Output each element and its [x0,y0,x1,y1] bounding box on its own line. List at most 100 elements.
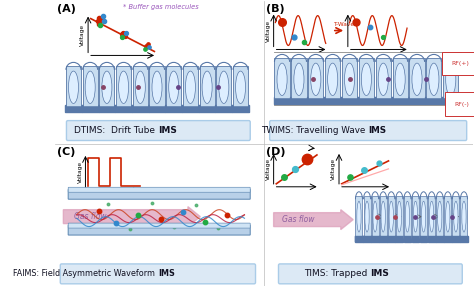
Text: Voltage: Voltage [81,24,85,46]
Text: Voltage: Voltage [266,158,271,180]
Ellipse shape [446,201,450,232]
Text: IMS: IMS [368,126,386,135]
Ellipse shape [395,63,405,96]
Ellipse shape [429,201,434,232]
Text: DTIMS:  Drift Tube: DTIMS: Drift Tube [74,126,158,135]
Bar [444,236,452,242]
Bar [359,59,374,100]
Bar [200,66,215,108]
Bar [66,66,81,108]
Bar [380,196,387,238]
Bar [452,236,460,242]
Ellipse shape [135,71,146,103]
FancyArrow shape [273,210,353,230]
Bar [387,236,395,242]
Bar [149,105,165,112]
FancyBboxPatch shape [68,187,250,192]
Bar [355,236,363,242]
Text: (B): (B) [266,4,284,14]
Bar [149,66,164,108]
Bar [460,236,468,242]
Bar [182,106,199,112]
Text: RF(+): RF(+) [451,61,469,66]
Bar [355,236,363,242]
Bar [115,106,132,112]
Ellipse shape [357,201,361,232]
Bar [291,97,307,104]
Bar [411,236,419,242]
Bar [420,196,427,238]
Bar [307,98,324,104]
Ellipse shape [202,71,212,103]
Text: Voltage: Voltage [331,158,337,180]
Bar [395,236,403,242]
Ellipse shape [85,71,95,103]
Ellipse shape [118,71,128,103]
Bar [396,196,403,238]
Bar [292,59,307,100]
Bar [426,59,441,100]
Ellipse shape [102,71,112,103]
Bar [428,196,435,238]
Text: IMS: IMS [370,269,389,278]
Bar [444,236,452,242]
Bar [82,66,98,108]
Bar [341,98,358,104]
Text: (C): (C) [57,147,75,157]
Bar [356,196,363,238]
Text: (A): (A) [57,4,76,14]
Ellipse shape [378,63,388,96]
Ellipse shape [365,201,369,232]
Ellipse shape [446,63,456,96]
Bar [392,59,408,100]
Bar [100,66,114,108]
FancyBboxPatch shape [60,264,255,284]
Bar [342,59,357,100]
Ellipse shape [373,201,377,232]
Ellipse shape [169,71,179,103]
Bar [375,97,392,104]
Text: Gas flow: Gas flow [74,212,107,221]
Bar [233,66,248,108]
Bar [404,196,411,238]
Bar [452,236,460,242]
Bar [379,236,387,242]
Bar [182,105,199,112]
Text: Gas flow: Gas flow [283,215,315,224]
Bar [443,59,458,100]
Ellipse shape [429,63,439,96]
Bar [375,98,392,104]
Bar [372,196,379,238]
Bar [132,106,149,112]
Bar [364,196,371,238]
Bar [274,59,290,100]
Text: Voltage: Voltage [78,161,83,183]
Bar [387,236,395,242]
Bar [371,236,379,242]
Bar [325,59,340,100]
Ellipse shape [294,63,304,96]
FancyBboxPatch shape [68,223,250,228]
FancyBboxPatch shape [68,225,250,235]
Bar [307,97,324,104]
Ellipse shape [277,63,287,96]
Bar [82,105,99,112]
Ellipse shape [412,63,422,96]
Bar [341,97,358,104]
Bar [436,236,444,242]
Text: (D): (D) [266,147,285,157]
FancyBboxPatch shape [66,121,250,141]
Bar [99,106,115,112]
Bar [371,236,379,242]
Bar [132,105,149,112]
Text: TIMS: Trapped: TIMS: Trapped [304,269,370,278]
Bar [166,66,181,108]
Bar [358,97,375,104]
Bar [149,106,165,112]
Ellipse shape [311,63,321,96]
Text: IMS: IMS [158,126,177,135]
Bar [363,236,371,242]
Bar [273,97,291,104]
Bar [376,59,391,100]
Bar [216,105,232,112]
